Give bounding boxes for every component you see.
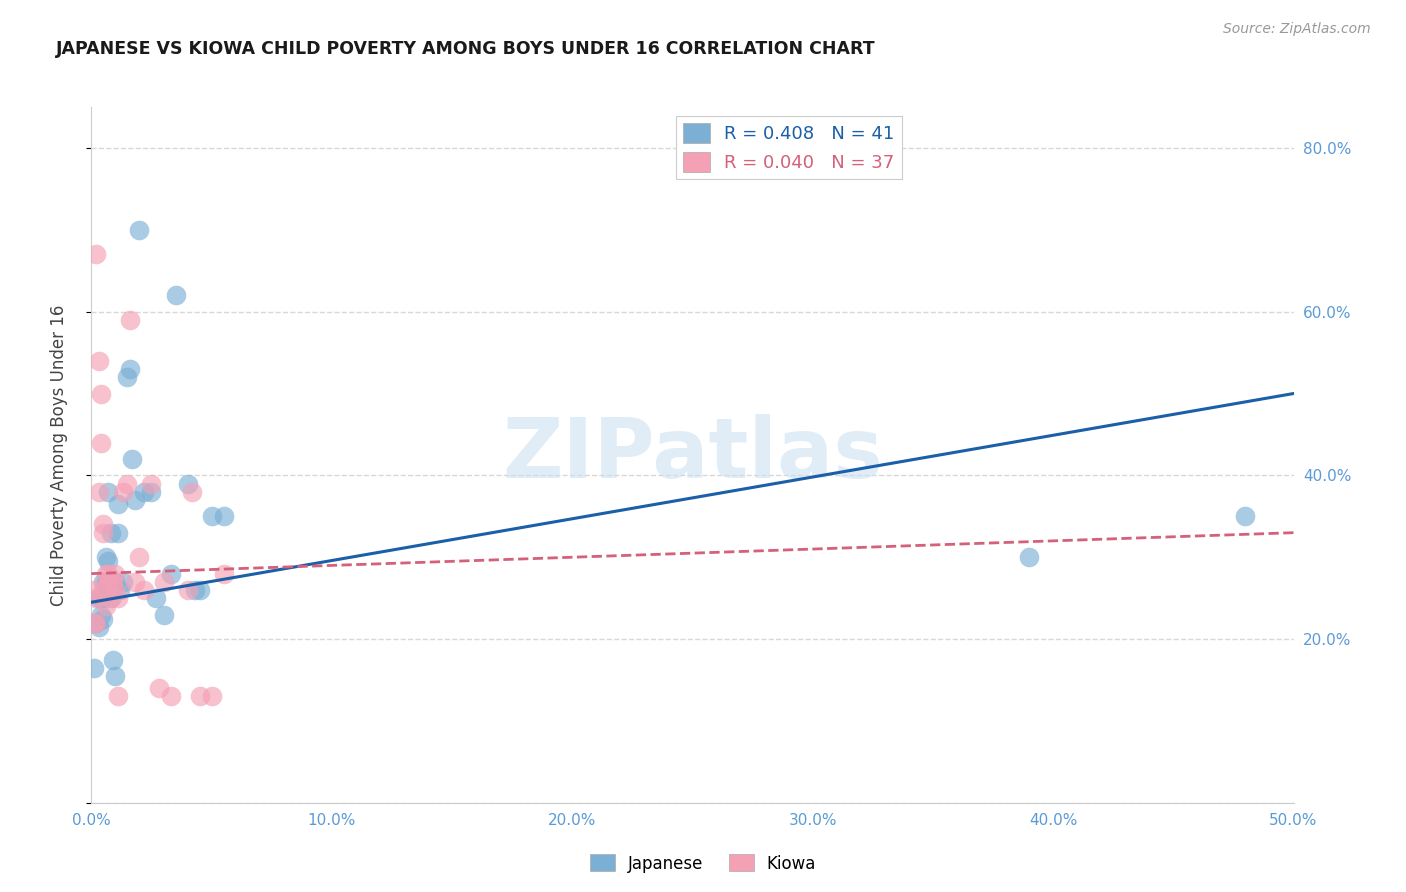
Point [84, 615, 107, 630]
Point [84, 615, 107, 630]
Point [104, 574, 127, 589]
Point [100, 525, 122, 540]
Point [90, 591, 112, 606]
Point [124, 574, 146, 589]
Point [145, 591, 167, 606]
Point [188, 582, 211, 597]
Point [83, 615, 105, 630]
Point [94, 599, 117, 614]
Point [84, 591, 107, 606]
Point [201, 690, 224, 704]
Point [107, 690, 129, 704]
Point [84, 247, 107, 261]
Point [97, 554, 120, 568]
Point [107, 525, 129, 540]
Point [141, 484, 163, 499]
Point [212, 566, 235, 581]
Point [118, 313, 141, 327]
Point [93, 574, 115, 589]
Point [87, 620, 110, 634]
Point [93, 525, 115, 540]
Point [212, 509, 235, 524]
Point [104, 566, 127, 581]
Point [176, 476, 198, 491]
Point [97, 574, 120, 589]
Legend: R = 0.408   N = 41, R = 0.040   N = 37: R = 0.408 N = 41, R = 0.040 N = 37 [675, 116, 901, 179]
Point [1234, 509, 1257, 524]
Point [117, 476, 139, 491]
Point [176, 582, 198, 597]
Point [83, 582, 105, 597]
Point [94, 566, 117, 581]
Point [93, 517, 115, 532]
Point [152, 607, 174, 622]
Point [159, 690, 181, 704]
Point [104, 582, 127, 597]
Point [97, 484, 120, 499]
Point [100, 591, 122, 606]
Point [101, 652, 124, 666]
Point [111, 574, 134, 589]
Point [118, 362, 141, 376]
Point [128, 223, 150, 237]
Point [93, 582, 115, 597]
Text: Source: ZipAtlas.com: Source: ZipAtlas.com [1223, 22, 1371, 37]
Point [94, 574, 117, 589]
Text: JAPANESE VS KIOWA CHILD POVERTY AMONG BOYS UNDER 16 CORRELATION CHART: JAPANESE VS KIOWA CHILD POVERTY AMONG BO… [56, 40, 876, 58]
Point [87, 484, 110, 499]
Point [181, 484, 204, 499]
Point [97, 566, 120, 581]
Point [94, 550, 117, 565]
Point [107, 591, 129, 606]
Point [121, 452, 143, 467]
Point [90, 435, 112, 450]
Point [152, 574, 174, 589]
Point [124, 492, 146, 507]
Point [101, 579, 124, 593]
Point [188, 690, 211, 704]
Point [111, 484, 134, 499]
Point [93, 612, 115, 626]
Point [117, 370, 139, 384]
Point [93, 591, 115, 606]
Point [184, 582, 207, 597]
Point [201, 509, 224, 524]
Point [110, 582, 132, 597]
Point [101, 574, 124, 589]
Point [87, 591, 110, 606]
Point [90, 607, 112, 622]
Point [159, 566, 181, 581]
Point [107, 497, 129, 511]
Point [134, 582, 156, 597]
Point [83, 661, 105, 675]
Text: ZIPatlas: ZIPatlas [502, 415, 883, 495]
Point [87, 353, 110, 368]
Point [165, 288, 187, 302]
Point [128, 550, 150, 565]
Point [1018, 550, 1040, 565]
Point [100, 591, 122, 606]
Point [148, 681, 170, 696]
Point [104, 669, 127, 683]
Y-axis label: Child Poverty Among Boys Under 16: Child Poverty Among Boys Under 16 [49, 304, 67, 606]
Legend: Japanese, Kiowa: Japanese, Kiowa [583, 847, 823, 880]
Point [141, 476, 163, 491]
Point [90, 386, 112, 401]
Point [134, 484, 156, 499]
